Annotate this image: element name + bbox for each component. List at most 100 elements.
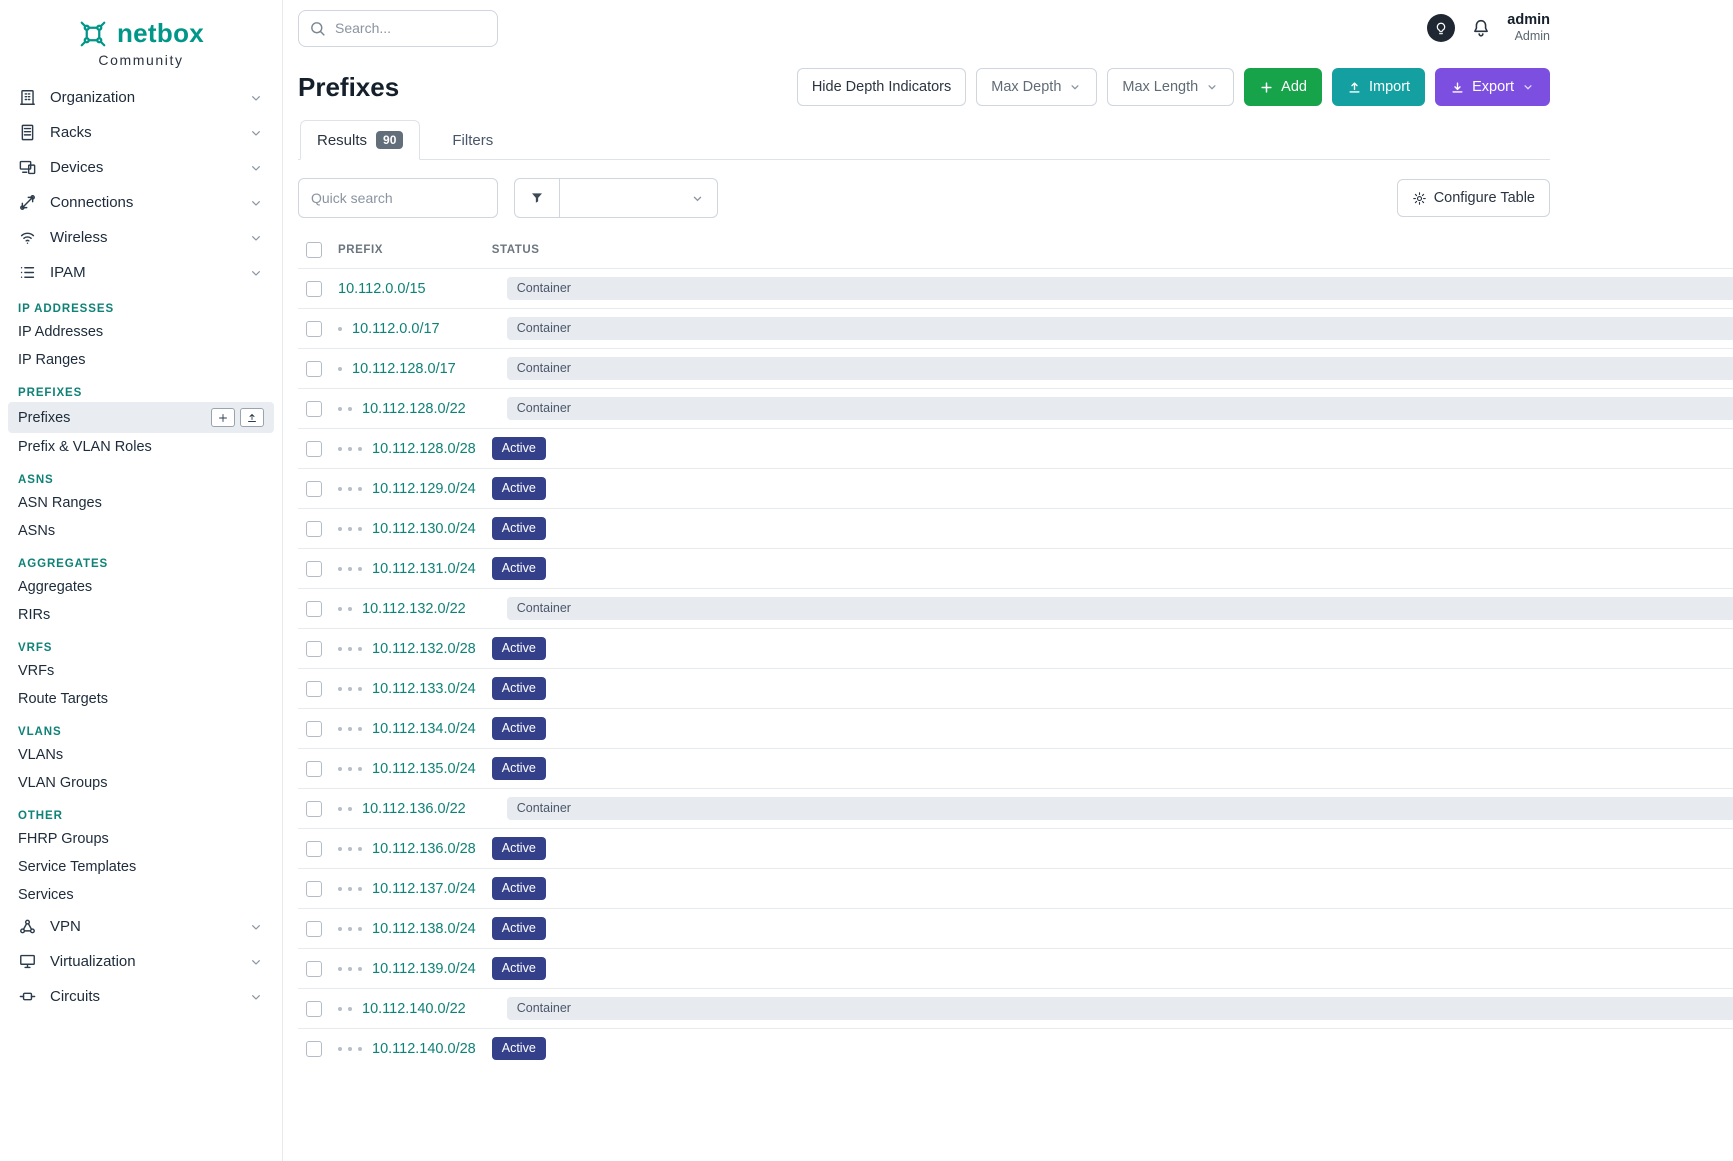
- sidebar-group-circuits[interactable]: Circuits: [8, 979, 274, 1014]
- hide-depth-indicators-button[interactable]: Hide Depth Indicators: [796, 68, 967, 106]
- sidebar-group-devices[interactable]: Devices: [8, 150, 274, 185]
- column-header-prefix[interactable]: PREFIX: [338, 244, 383, 256]
- row-checkbox[interactable]: [306, 480, 322, 497]
- export-button[interactable]: Export: [1435, 68, 1550, 106]
- select-all-checkbox[interactable]: [306, 242, 322, 258]
- sidebar-item-prefixes[interactable]: Prefixes: [8, 402, 274, 433]
- prefix-link[interactable]: 10.112.128.0/17: [352, 360, 456, 377]
- prefix-link[interactable]: 10.112.133.0/24: [372, 680, 476, 697]
- prefix-link[interactable]: 10.112.131.0/24: [372, 560, 476, 577]
- prefix-link[interactable]: 10.112.140.0/22: [362, 1000, 466, 1017]
- sidebar-item-asn-ranges[interactable]: ASN Ranges: [8, 489, 274, 517]
- prefix-link[interactable]: 10.112.128.0/28: [372, 440, 476, 457]
- configure-table-button[interactable]: Configure Table: [1396, 179, 1550, 217]
- sidebar-add-button[interactable]: [211, 408, 235, 427]
- row-checkbox[interactable]: [306, 600, 322, 617]
- tab-results[interactable]: Results 90: [300, 120, 421, 160]
- prefix-link[interactable]: 10.112.137.0/24: [372, 880, 476, 897]
- sidebar-group-vpn[interactable]: VPN: [8, 909, 274, 944]
- prefix-link[interactable]: 10.112.134.0/24: [372, 720, 476, 737]
- sidebar-import-button[interactable]: [240, 408, 264, 427]
- sidebar-item-route-targets[interactable]: Route Targets: [8, 685, 274, 713]
- row-checkbox[interactable]: [306, 1040, 322, 1057]
- tab-filters[interactable]: Filters: [448, 122, 497, 159]
- sidebar-item-ip-addresses[interactable]: IP Addresses: [8, 318, 274, 346]
- quick-search-input[interactable]: [298, 178, 498, 218]
- prefix-link[interactable]: 10.112.136.0/22: [362, 800, 466, 817]
- sidebar-group-organization[interactable]: Organization: [8, 80, 274, 115]
- user-menu[interactable]: admin Admin: [1507, 12, 1550, 44]
- prefix-link[interactable]: 10.112.129.0/24: [372, 480, 476, 497]
- ipam-icon: [20, 267, 35, 278]
- sidebar-item-label: Aggregates: [18, 579, 93, 595]
- row-checkbox[interactable]: [306, 680, 322, 697]
- sidebar-item-fhrp-groups[interactable]: FHRP Groups: [8, 825, 274, 853]
- row-checkbox[interactable]: [306, 320, 322, 337]
- sidebar-item-asns[interactable]: ASNs: [8, 517, 274, 545]
- row-checkbox[interactable]: [306, 640, 322, 657]
- depth-indicator: [338, 806, 352, 811]
- row-checkbox[interactable]: [306, 1000, 322, 1017]
- sidebar-group-label: VPN: [50, 918, 81, 935]
- brand-logo[interactable]: netbox Community: [0, 8, 282, 78]
- sidebar-item-service-templates[interactable]: Service Templates: [8, 853, 274, 881]
- sidebar-group-virtualization[interactable]: Virtualization: [8, 944, 274, 979]
- table-row: 10.112.132.0/28 Active 0 Global Dunder-M…: [298, 628, 1733, 669]
- add-button[interactable]: Add: [1244, 68, 1322, 106]
- prefix-link[interactable]: 10.112.0.0/15: [338, 280, 426, 297]
- prefix-link[interactable]: 10.112.140.0/28: [372, 1040, 476, 1057]
- row-checkbox[interactable]: [306, 360, 322, 377]
- row-checkbox[interactable]: [306, 960, 322, 977]
- sidebar-item-prefix-vlan-roles[interactable]: Prefix & VLAN Roles: [8, 433, 274, 461]
- sidebar-item-label: Prefix & VLAN Roles: [18, 439, 152, 455]
- filter-button[interactable]: [514, 178, 560, 218]
- row-checkbox[interactable]: [306, 440, 322, 457]
- prefix-link[interactable]: 10.112.138.0/24: [372, 920, 476, 937]
- theme-toggle-button[interactable]: [1427, 13, 1456, 42]
- row-checkbox[interactable]: [306, 760, 322, 777]
- global-search-input[interactable]: [298, 9, 498, 47]
- table-row: 10.112.132.0/22 Container 4 Global Dunde…: [298, 588, 1733, 629]
- sidebar-item-vrfs[interactable]: VRFs: [8, 657, 274, 685]
- sidebar-quick-actions: [211, 408, 264, 427]
- prefix-link[interactable]: 10.112.132.0/22: [362, 600, 466, 617]
- status-badge: Active: [491, 517, 546, 540]
- sidebar-item-services[interactable]: Services: [8, 881, 274, 909]
- max-depth-button[interactable]: Max Depth: [976, 68, 1098, 106]
- saved-filter-select[interactable]: [560, 178, 718, 218]
- page-title: Prefixes: [298, 71, 400, 102]
- sidebar-item-aggregates[interactable]: Aggregates: [8, 573, 274, 601]
- row-checkbox[interactable]: [306, 800, 322, 817]
- row-checkbox[interactable]: [306, 880, 322, 897]
- sidebar-group-ipam[interactable]: IPAM: [8, 255, 274, 290]
- prefix-link[interactable]: 10.112.0.0/17: [352, 320, 440, 337]
- sidebar-item-rirs[interactable]: RIRs: [8, 601, 274, 629]
- prefix-link[interactable]: 10.112.139.0/24: [372, 960, 476, 977]
- sidebar-item-vlan-groups[interactable]: VLAN Groups: [8, 769, 274, 797]
- prefix-link[interactable]: 10.112.132.0/28: [372, 640, 476, 657]
- plus-icon: [1261, 81, 1272, 93]
- sidebar-group-racks[interactable]: Racks: [8, 115, 274, 150]
- row-checkbox[interactable]: [306, 280, 322, 297]
- row-checkbox[interactable]: [306, 840, 322, 857]
- column-header-status[interactable]: STATUS: [491, 244, 540, 256]
- bell-icon[interactable]: [1470, 17, 1492, 39]
- sidebar-item-label: IP Ranges: [18, 352, 86, 368]
- chevron-down-icon: [693, 196, 702, 201]
- table-row: 10.112.128.0/22 Container 4 Global Dunde…: [298, 388, 1733, 429]
- prefix-link[interactable]: 10.112.135.0/24: [372, 760, 476, 777]
- row-checkbox[interactable]: [306, 920, 322, 937]
- prefix-link[interactable]: 10.112.128.0/22: [362, 400, 466, 417]
- sidebar-group-connections[interactable]: Connections: [8, 185, 274, 220]
- sidebar-item-vlans[interactable]: VLANs: [8, 741, 274, 769]
- row-checkbox[interactable]: [306, 560, 322, 577]
- row-checkbox[interactable]: [306, 400, 322, 417]
- prefix-link[interactable]: 10.112.130.0/24: [372, 520, 476, 537]
- sidebar-item-ip-ranges[interactable]: IP Ranges: [8, 346, 274, 374]
- sidebar-group-wireless[interactable]: Wireless: [8, 220, 274, 255]
- max-length-button[interactable]: Max Length: [1107, 68, 1235, 106]
- prefix-link[interactable]: 10.112.136.0/28: [372, 840, 476, 857]
- import-button[interactable]: Import: [1331, 68, 1426, 106]
- row-checkbox[interactable]: [306, 520, 322, 537]
- row-checkbox[interactable]: [306, 720, 322, 737]
